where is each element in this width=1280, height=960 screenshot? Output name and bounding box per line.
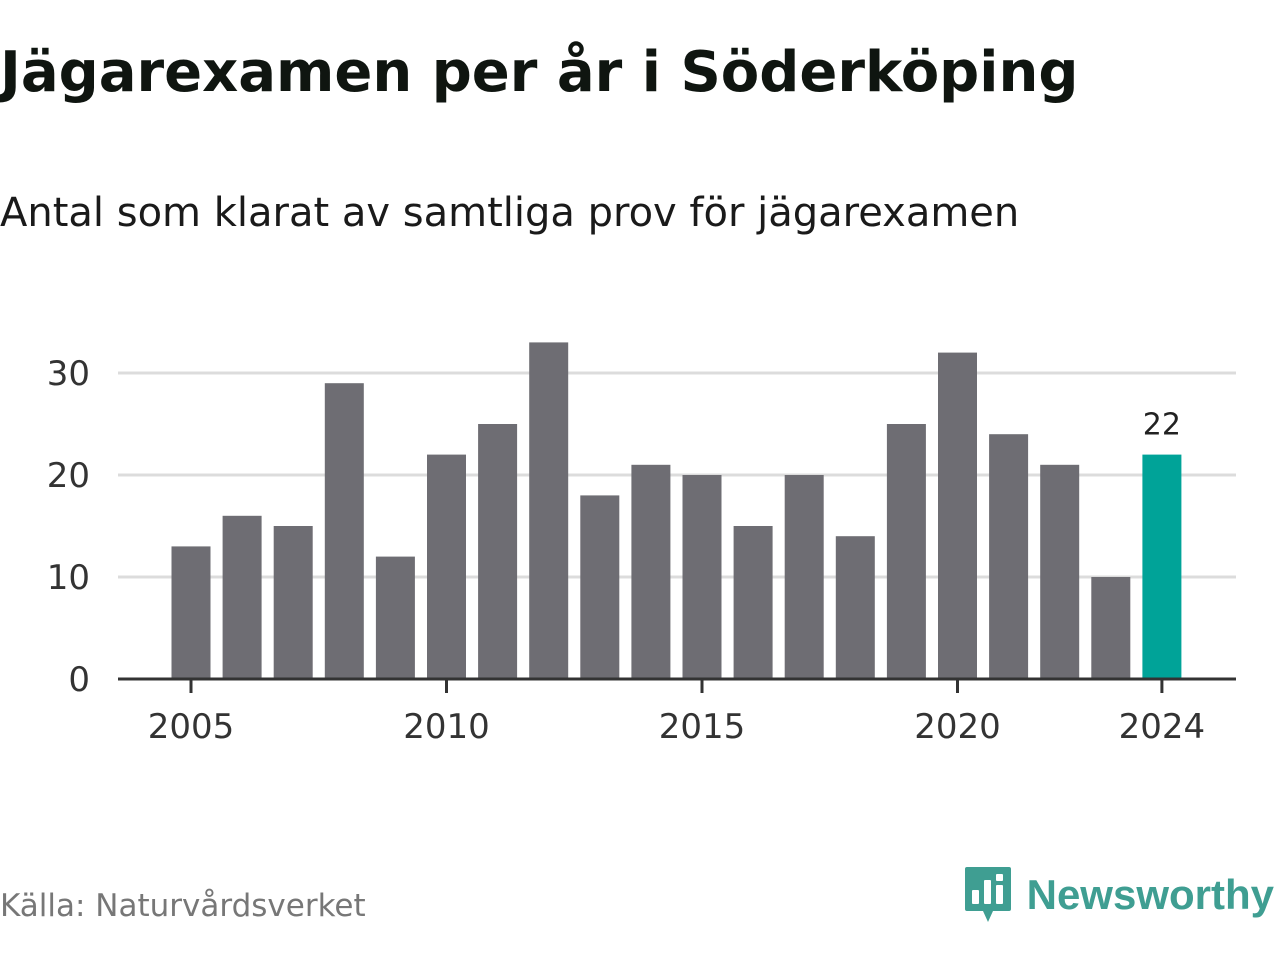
bar-2005 xyxy=(171,546,211,679)
bar-2006 xyxy=(222,515,262,679)
bar-chart: 0 10 20 30 2005 2010 2015 2020 2024 22 xyxy=(47,342,1236,747)
bar-2010 xyxy=(427,454,466,679)
brand-name: Newsworthy xyxy=(1026,871,1274,918)
bar-chart-speech-bubble-icon xyxy=(964,867,1011,922)
axes xyxy=(118,677,1236,693)
bar-2020 xyxy=(938,352,977,679)
bar-2018 xyxy=(835,536,875,679)
source-note: Källa: Naturvårdsverket xyxy=(0,888,366,924)
x-tick-label-2010: 2010 xyxy=(403,707,490,747)
bar-2014 xyxy=(631,464,671,679)
chart-title: Jägarexamen per år i Söderköping xyxy=(0,40,1079,105)
y-tick-label-20: 20 xyxy=(47,456,90,496)
bar-2011 xyxy=(478,424,518,679)
labels: 0 10 20 30 2005 2010 2015 2020 2024 22 xyxy=(47,354,1205,747)
data-label-2024: 22 xyxy=(1143,408,1181,443)
bar-2007 xyxy=(273,526,313,679)
bar-2017 xyxy=(784,475,824,679)
bar-2024 xyxy=(1142,454,1182,679)
bar-2016 xyxy=(733,526,773,679)
bar-2019 xyxy=(886,424,926,679)
bar-2015 xyxy=(682,475,722,679)
y-tick-label-10: 10 xyxy=(47,558,90,598)
x-tick-label-2015: 2015 xyxy=(659,707,746,747)
x-tick-label-2020: 2020 xyxy=(914,707,1001,747)
brand-logo[interactable]: Newsworthy xyxy=(963,864,1274,926)
bar-2008 xyxy=(324,383,364,679)
bar-2009 xyxy=(375,556,415,679)
x-tick-label-2005: 2005 xyxy=(148,707,235,747)
y-tick-label-30: 30 xyxy=(47,354,90,394)
bar-2023 xyxy=(1091,577,1131,679)
bar-2012 xyxy=(529,342,569,679)
bars xyxy=(171,342,1182,679)
bar-2013 xyxy=(580,495,620,679)
y-tick-label-0: 0 xyxy=(68,660,90,700)
chart-subtitle: Antal som klarat av samtliga prov för jä… xyxy=(0,190,1020,236)
bar-2021 xyxy=(989,434,1029,679)
bar-2022 xyxy=(1040,464,1080,679)
x-tick-label-2024: 2024 xyxy=(1119,707,1206,747)
